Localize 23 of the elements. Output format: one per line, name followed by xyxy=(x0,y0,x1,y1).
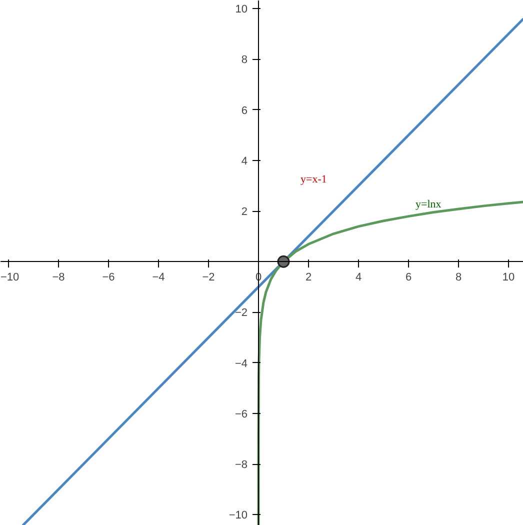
annotation: y=x-1 xyxy=(300,174,327,186)
x-tick-label: 2 xyxy=(305,272,312,284)
y-tick-label: 4 xyxy=(241,155,248,168)
y-tick-label: −4 xyxy=(234,358,248,370)
y-tick-label: −10 xyxy=(228,510,248,522)
y-tick-label: −8 xyxy=(234,459,248,472)
y-tick-label: 6 xyxy=(241,104,248,117)
x-tick-label: −10 xyxy=(0,272,20,284)
y-tick-label: −6 xyxy=(234,408,248,420)
y-tick-label: −2 xyxy=(234,307,248,320)
x-tick-label: −6 xyxy=(102,272,115,284)
y-tick-label: 2 xyxy=(241,206,248,218)
x-tick-label: 4 xyxy=(355,272,362,284)
x-tick-label: 10 xyxy=(502,272,515,284)
x-tick-label: 8 xyxy=(455,272,462,284)
x-tick-label: −2 xyxy=(202,272,215,284)
x-tick-label: −4 xyxy=(152,272,165,284)
y-tick-label: 10 xyxy=(235,4,248,16)
y-tick-label: 8 xyxy=(241,54,248,66)
line-series xyxy=(257,200,523,525)
x-tick-label: −8 xyxy=(52,272,65,284)
x-tick-label: 6 xyxy=(405,272,412,284)
annotation: y=lnx xyxy=(416,198,442,210)
